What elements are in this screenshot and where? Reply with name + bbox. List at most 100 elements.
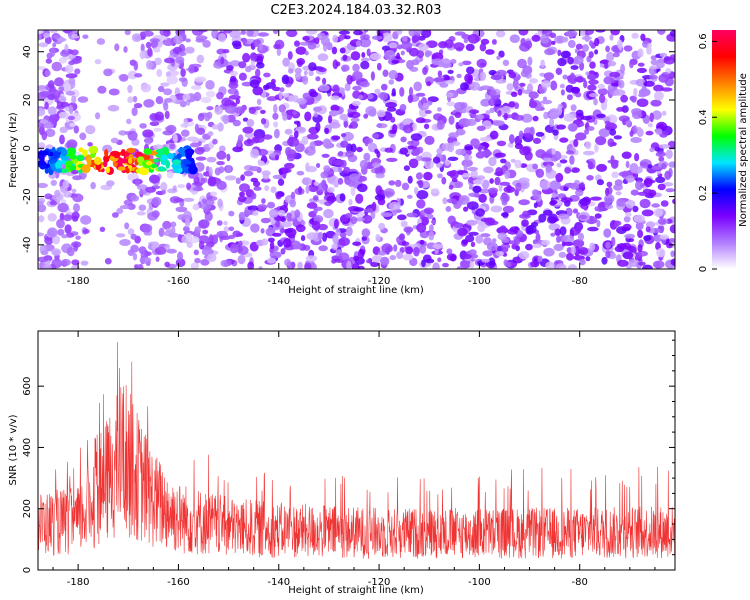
heatmap-blob	[657, 183, 666, 191]
heatmap-blob	[422, 102, 430, 109]
spectrogram-x-tick-label: -100	[468, 276, 491, 287]
heatmap-blob	[234, 106, 246, 114]
heatmap-blob	[620, 94, 628, 103]
heatmap-blob	[237, 254, 246, 265]
heatmap-blob	[647, 122, 653, 128]
heatmap-blob	[250, 148, 260, 159]
heatmap-blob	[239, 191, 245, 197]
heatmap-blob	[606, 181, 613, 188]
heatmap-blob	[618, 79, 625, 89]
snr-y-axis-label: SNR (10 * v/v)	[8, 414, 19, 485]
heatmap-blob	[273, 43, 281, 50]
heatmap-blob	[490, 74, 503, 80]
heatmap-blob	[229, 30, 242, 39]
heatmap-blob	[44, 101, 49, 110]
heatmap-blob	[567, 123, 578, 132]
heatmap-blob	[264, 185, 270, 192]
heatmap-blob	[672, 198, 675, 204]
heatmap-blob	[154, 246, 167, 255]
heatmap-blob	[151, 196, 162, 207]
heatmap-blob	[544, 48, 555, 56]
heatmap-blob	[290, 191, 296, 199]
heatmap-blob	[621, 242, 632, 250]
heatmap-blob	[490, 205, 503, 213]
heatmap-blob	[535, 131, 545, 137]
heatmap-blob	[222, 49, 230, 54]
heatmap-blob	[263, 72, 271, 78]
heatmap-blob	[166, 75, 178, 85]
heatmap-blob	[557, 193, 567, 199]
heatmap-blob	[491, 39, 497, 45]
heatmap-blob	[317, 67, 327, 73]
heatmap-blob	[555, 67, 563, 76]
heatmap-blob	[282, 238, 292, 248]
heatmap-blob	[304, 262, 312, 269]
heatmap-blob	[44, 36, 52, 45]
heatmap-blob	[647, 164, 653, 169]
heatmap-blob	[637, 229, 644, 239]
heatmap-blob	[624, 233, 635, 239]
heatmap-blob	[103, 68, 113, 77]
heatmap-blob	[456, 266, 466, 269]
heatmap-blob	[497, 232, 508, 241]
heatmap-blob	[44, 193, 53, 200]
heatmap-blob	[385, 102, 397, 108]
heatmap-blob	[585, 71, 590, 76]
heatmap-blob	[655, 151, 666, 157]
heatmap-blob	[452, 141, 461, 147]
heatmap-blob	[433, 77, 446, 83]
heatmap-blob	[147, 47, 153, 57]
heatmap-blob	[646, 46, 652, 55]
heatmap-blob	[655, 128, 663, 135]
heatmap-blob	[305, 30, 318, 35]
heatmap-blob	[222, 114, 230, 125]
heatmap-blob	[637, 244, 643, 253]
heatmap-blob	[384, 147, 394, 153]
heatmap-blob	[416, 50, 425, 59]
heatmap-blob	[186, 182, 192, 190]
heatmap-blob	[515, 182, 522, 192]
heatmap-blob	[464, 153, 469, 161]
heatmap-blob	[285, 30, 294, 35]
heatmap-blob	[583, 80, 588, 89]
heatmap-blob	[249, 166, 261, 172]
heatmap-blob	[446, 198, 458, 204]
heatmap-blob	[240, 174, 246, 181]
heatmap-blob	[73, 203, 80, 213]
heatmap-blob	[352, 241, 362, 246]
heatmap-blob	[192, 186, 204, 192]
heatmap-blob	[448, 115, 455, 125]
heatmap-blob	[257, 160, 265, 167]
heatmap-blob	[175, 206, 188, 213]
heatmap-blob	[633, 214, 646, 223]
heatmap-blob	[489, 107, 495, 114]
heatmap-blob	[180, 68, 186, 77]
snr-ticks: -180 -160 -140 -120 -100 -80 0 200 400 600	[22, 331, 675, 588]
heatmap-blob	[375, 173, 385, 179]
heatmap-blob	[573, 55, 584, 65]
heatmap-blob	[419, 244, 427, 254]
heatmap-blob	[604, 120, 611, 125]
heatmap-blob	[162, 130, 174, 136]
heatmap-blob	[301, 135, 309, 145]
heatmap-blob	[632, 205, 639, 213]
heatmap-band-blob	[182, 160, 192, 165]
heatmap-blob	[280, 228, 285, 233]
heatmap-blob	[59, 134, 65, 145]
heatmap-blob	[216, 161, 225, 166]
heatmap-blob	[260, 118, 267, 125]
heatmap-blob	[327, 175, 339, 185]
heatmap-blob	[352, 85, 362, 91]
heatmap-blob	[112, 212, 119, 218]
spectrogram-y-tick-label: -20	[22, 188, 33, 204]
heatmap-blob	[396, 251, 404, 259]
heatmap-blob	[301, 220, 306, 226]
heatmap-blob	[401, 182, 410, 191]
heatmap-blob	[549, 32, 557, 39]
heatmap-blob	[359, 81, 370, 88]
heatmap-blob	[139, 123, 147, 129]
heatmap-blob	[399, 104, 407, 112]
heatmap-blob	[339, 34, 345, 41]
heatmap-blob	[323, 165, 331, 172]
spectrogram-ticks: -180 -160 -140 -120 -100 -80 -40 -20 0 20 40	[22, 30, 675, 287]
